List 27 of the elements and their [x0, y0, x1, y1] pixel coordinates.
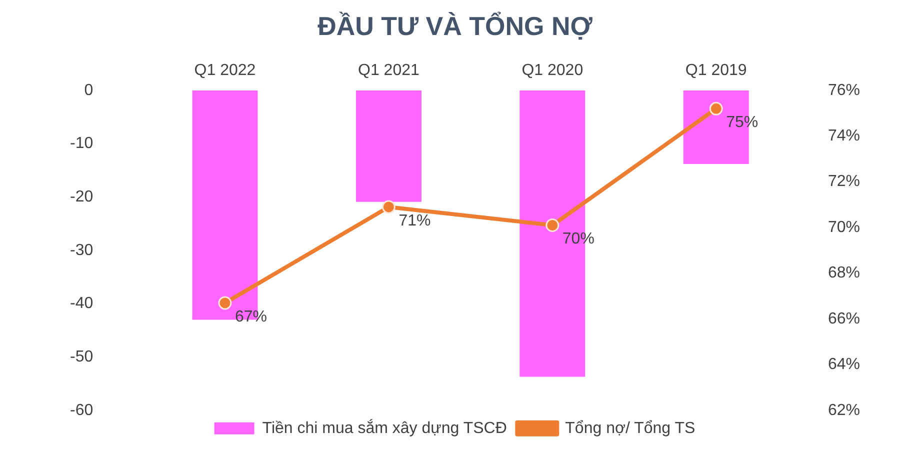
y2-tick-label: 64%	[828, 356, 860, 374]
legend-label: Tiền chi mua sắm xây dựng TSCĐ	[262, 418, 507, 437]
y-tick-label: -20	[70, 188, 94, 206]
chart-title: ĐẦU TƯ VÀ TỔNG NỢ	[318, 10, 594, 41]
y2-tick-label: 66%	[828, 310, 860, 328]
y-tick-label: -10	[70, 135, 94, 152]
y-tick-label: -30	[70, 242, 94, 259]
y-tick-label: -40	[70, 295, 94, 312]
y2-tick-label: 70%	[828, 218, 860, 236]
y2-tick-label: 72%	[828, 173, 860, 190]
y2-tick-label: 74%	[828, 128, 860, 145]
x-tick-label: Q1 2022	[194, 62, 256, 80]
x-tick-label: Q1 2020	[522, 62, 584, 80]
data-label: 71%	[398, 212, 431, 230]
x-tick-label: Q1 2019	[685, 62, 747, 80]
y-tick-label: 0	[84, 82, 94, 99]
point	[218, 296, 232, 310]
y-tick-label: -50	[70, 348, 94, 366]
y2-tick-label: 68%	[828, 264, 860, 282]
point	[382, 200, 396, 214]
legend-label: Tổng nợ/ Tổng TS	[565, 420, 696, 437]
point	[709, 102, 723, 116]
y2-tick-label: 76%	[828, 82, 860, 99]
y-tick-label: -60	[70, 402, 94, 419]
x-tick-label: Q1 2021	[358, 62, 420, 80]
y2-tick-label: 62%	[828, 402, 860, 419]
point	[546, 218, 560, 232]
